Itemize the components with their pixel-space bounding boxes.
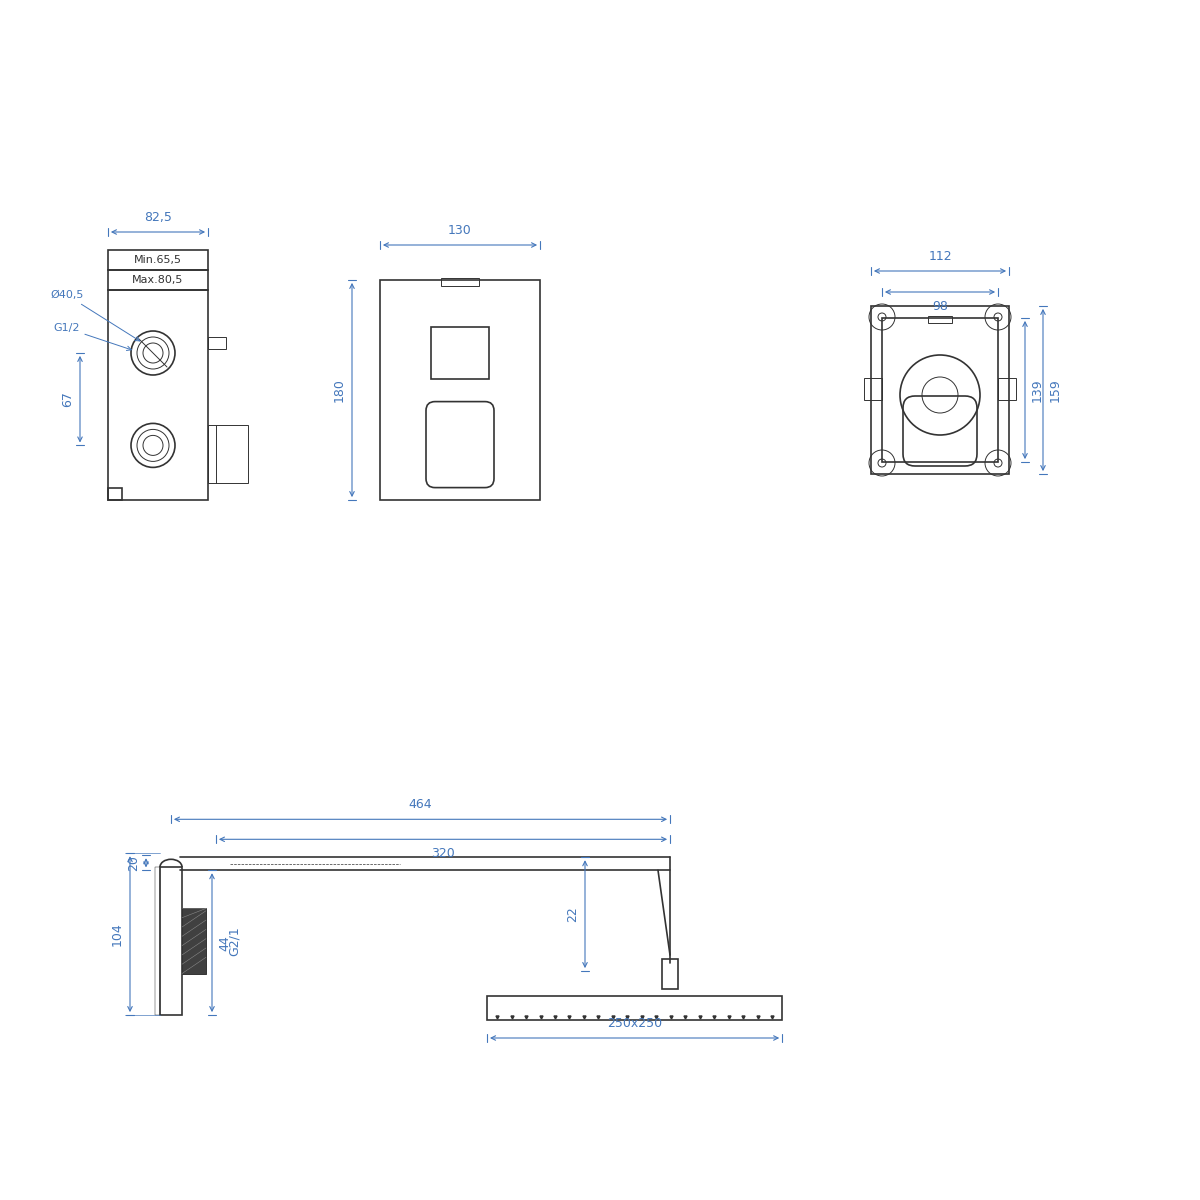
Text: 98: 98 [932,300,948,313]
Text: 44: 44 [218,935,230,950]
Text: G2/1: G2/1 [228,926,241,956]
Bar [431,326,490,379]
Bar [108,270,208,290]
Text: Min.65,5: Min.65,5 [134,254,182,265]
Text: G1/2: G1/2 [53,323,131,350]
Text: 82,5: 82,5 [144,211,172,224]
Text: 67: 67 [61,391,74,407]
Text: Ø40,5: Ø40,5 [50,290,139,341]
Text: 320: 320 [431,847,455,860]
Bar [108,488,122,500]
Text: 159: 159 [1049,378,1062,402]
Text: 112: 112 [928,250,952,263]
Text: 104: 104 [112,923,124,946]
Bar [155,866,160,1015]
Text: Max.80,5: Max.80,5 [132,275,184,284]
Bar [882,318,998,462]
Text: 22: 22 [566,906,580,922]
Bar [108,250,208,270]
Bar [440,278,479,286]
Bar [208,425,248,484]
Bar [998,378,1016,400]
Text: 20: 20 [127,854,140,871]
Text: 139: 139 [1031,378,1044,402]
Text: 130: 130 [448,224,472,236]
Bar [380,280,540,500]
Text: 250x250: 250x250 [607,1018,662,1030]
Bar [928,316,952,323]
Text: 464: 464 [409,798,432,811]
Bar [871,306,1009,474]
Bar [208,337,226,349]
Bar [662,959,678,989]
Bar [182,908,206,973]
Bar [108,290,208,500]
Bar [864,378,882,400]
Text: 180: 180 [334,378,346,402]
Bar [160,866,182,1015]
Bar [487,996,782,1020]
